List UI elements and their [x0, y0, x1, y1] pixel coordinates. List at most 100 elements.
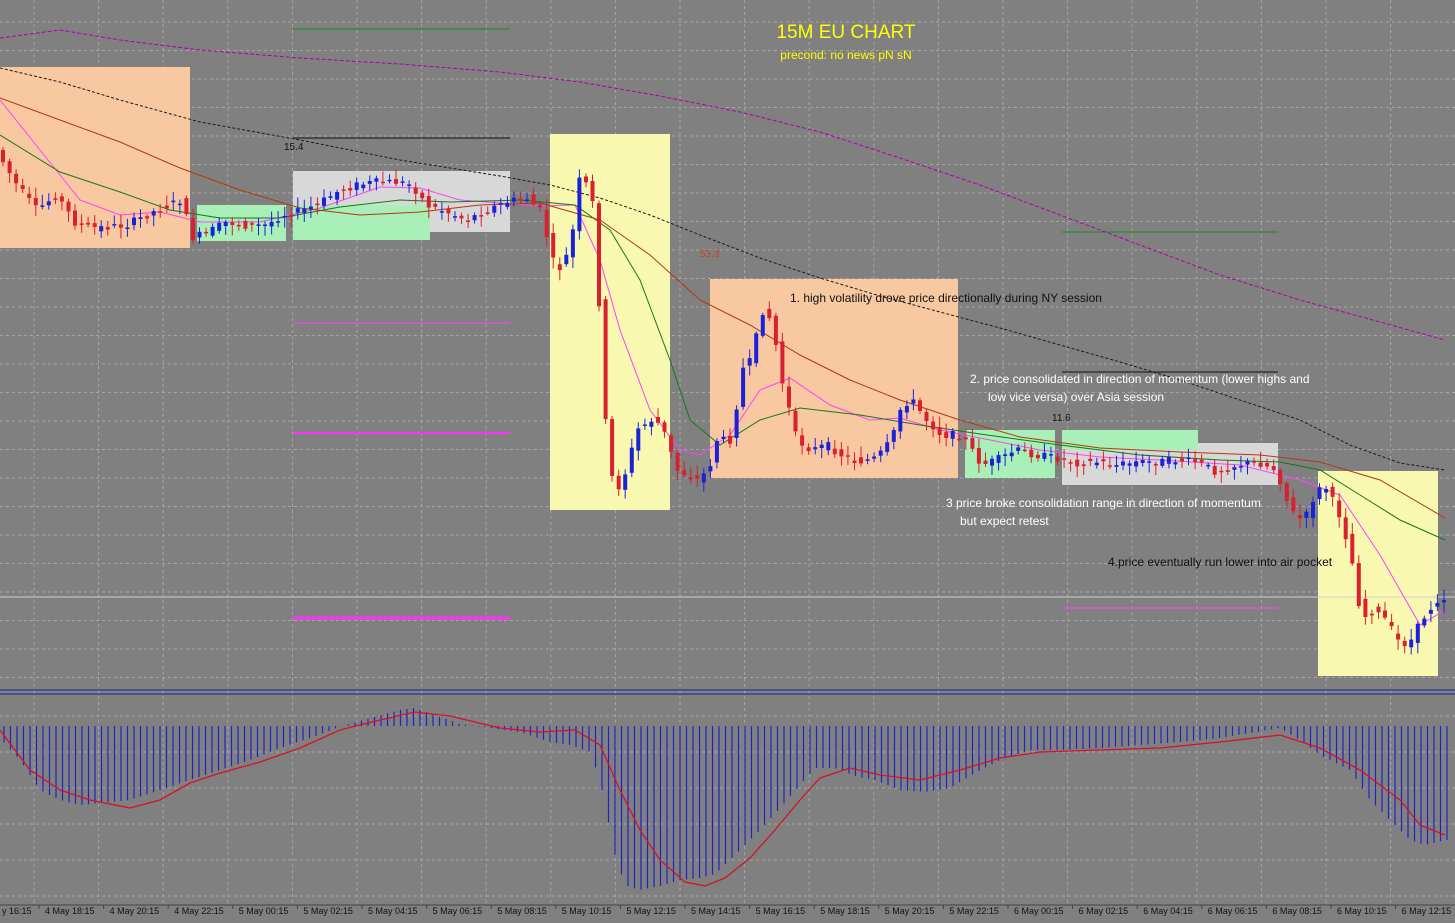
candle-body — [701, 473, 706, 483]
candle-body — [1107, 465, 1112, 467]
x-tick-label: 4 May 18:15 — [45, 906, 95, 916]
candle-body — [433, 203, 438, 207]
candle-body — [492, 205, 497, 213]
x-tick-label: 4 May 20:15 — [110, 906, 160, 916]
candle-body — [466, 220, 471, 222]
candle-body — [1140, 460, 1145, 463]
candle-body — [1442, 600, 1446, 603]
candle-body — [1016, 447, 1021, 451]
candle-body — [976, 448, 981, 464]
candle-body — [459, 215, 464, 219]
candle-body — [990, 458, 994, 466]
x-tick-label: 4 May 22:15 — [174, 906, 224, 916]
candle-body — [20, 185, 25, 189]
candle-body — [1363, 598, 1368, 617]
candle-body — [439, 211, 444, 213]
annotations: 1. high volatility drove price direction… — [790, 291, 1333, 569]
candle-body — [714, 441, 719, 463]
candle-body — [249, 223, 254, 225]
candle-body — [191, 218, 195, 241]
candle-body — [472, 215, 477, 221]
x-tick-label: 6 May 02:15 — [1079, 906, 1129, 916]
x-tick-label: 5 May 20:15 — [885, 906, 935, 916]
session-box — [293, 205, 430, 240]
candle-body — [957, 438, 962, 441]
candle-body — [839, 449, 844, 457]
candle-body — [688, 477, 693, 480]
signal-line — [0, 711, 1446, 887]
session-box — [710, 279, 958, 478]
candle-body — [708, 466, 713, 472]
candles — [1, 146, 1446, 655]
candle-body — [59, 196, 64, 202]
candle-body — [544, 209, 549, 237]
candle-body — [780, 341, 785, 384]
candle-body — [728, 436, 732, 444]
candle-body — [361, 184, 366, 189]
candle-body — [577, 177, 582, 232]
candle-body — [603, 299, 608, 420]
candle-body — [1029, 449, 1034, 458]
x-tick-label: y 16:15 — [2, 906, 32, 916]
x-tick-label: 5 May 22:15 — [949, 906, 999, 916]
candle-body — [885, 442, 890, 452]
candle-body — [610, 418, 615, 476]
candle-body — [616, 475, 621, 490]
candle-body — [27, 193, 32, 198]
candle-body — [531, 194, 536, 205]
candle-body — [682, 469, 687, 476]
oscillator-panel — [0, 708, 1448, 890]
candle-body — [210, 226, 215, 236]
candle-body — [970, 438, 975, 449]
candle-body — [1409, 639, 1414, 648]
session-box — [1198, 443, 1278, 485]
x-tick-label: 6 May 00:15 — [1014, 906, 1064, 916]
candle-body — [132, 217, 136, 226]
candle-body — [1337, 500, 1342, 518]
candle-body — [289, 214, 294, 217]
candle-body — [1166, 457, 1171, 464]
candle-body — [1265, 462, 1270, 467]
candle-body — [760, 315, 765, 336]
candle-body — [741, 367, 746, 407]
candle-body — [1049, 454, 1053, 456]
candle-body — [92, 223, 97, 227]
candle-body — [538, 205, 543, 208]
candle-body — [125, 227, 130, 229]
session-box — [1062, 430, 1198, 450]
candle-body — [518, 198, 523, 200]
x-tick-label: 6 May 10:15 — [1337, 906, 1387, 916]
candle-body — [1127, 463, 1132, 466]
candle-body — [263, 224, 267, 226]
candle-body — [767, 308, 772, 319]
candle-body — [642, 424, 647, 426]
candle-body — [276, 221, 281, 223]
candle-body — [40, 205, 45, 207]
candle-body — [819, 444, 824, 448]
candle-body — [485, 212, 490, 214]
candle-body — [407, 184, 412, 186]
x-axis-labels: y 16:15 4 May 18:15 4 May 20:15 4 May 22:15… — [2, 905, 1451, 916]
candle-body — [1, 149, 5, 163]
candle-body — [813, 447, 818, 450]
candle-body — [551, 233, 556, 258]
candle-body — [754, 333, 759, 364]
candle-body — [1428, 609, 1433, 614]
candle-body — [872, 456, 877, 459]
candle-body — [669, 435, 674, 452]
candle-body — [1101, 459, 1106, 462]
candle-body — [1219, 470, 1224, 473]
candle-body — [413, 187, 418, 194]
session-boxes — [0, 67, 1438, 676]
candle-body — [1291, 497, 1296, 512]
candle-body — [944, 432, 949, 438]
candle-body — [505, 202, 510, 207]
candle-body — [800, 435, 805, 446]
candle-body — [295, 208, 300, 213]
candle-body — [1330, 486, 1335, 497]
candle-body — [1147, 461, 1152, 463]
candle-body — [904, 406, 909, 413]
candle-body — [1232, 467, 1237, 470]
